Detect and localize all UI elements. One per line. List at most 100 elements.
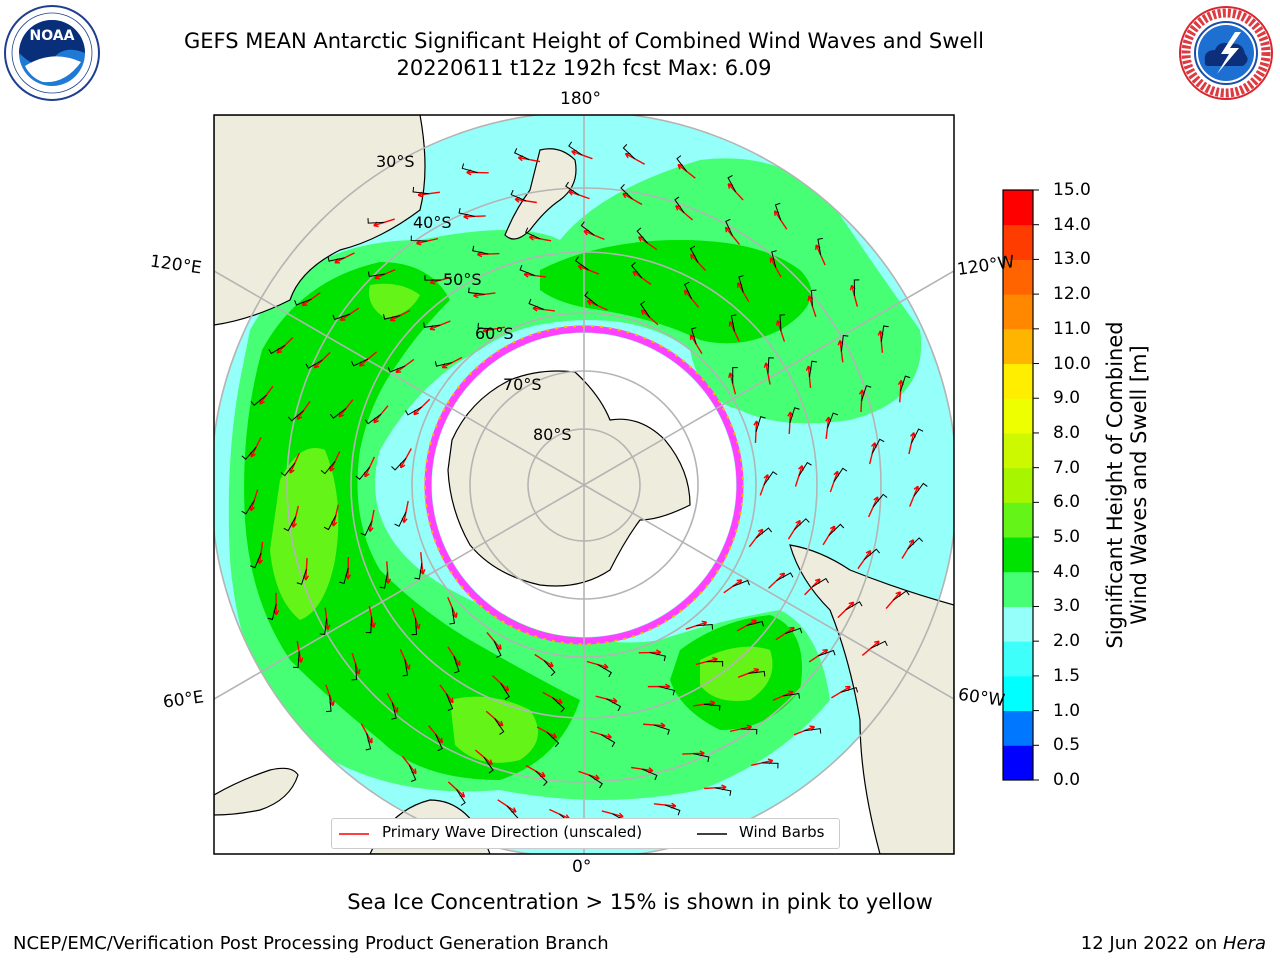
wave-direction-arrow (301, 292, 321, 307)
wind-barb (808, 360, 817, 378)
wave-direction-arrowhead (638, 236, 642, 242)
wave-direction-arrowhead (849, 285, 853, 291)
colorbar-segment (1003, 224, 1033, 260)
wave-direction-arrowhead (297, 416, 303, 420)
wind-barb (693, 753, 710, 763)
map-frame (213, 114, 955, 855)
wind-barb (640, 300, 651, 318)
wind-barb (748, 670, 766, 677)
wind-barb (365, 616, 373, 634)
wind-barb (351, 358, 369, 367)
wind-barb (423, 322, 441, 328)
wind-barb (818, 649, 836, 657)
wind-barb (543, 660, 556, 676)
wind-barb (763, 471, 778, 486)
wave-direction-arrow (571, 150, 593, 160)
wave-direction-arrowhead (848, 601, 854, 605)
wave-direction-arrowhead (440, 737, 444, 743)
wind-barb (424, 275, 441, 281)
colorbar-tick-label: 7.0 (1053, 457, 1081, 478)
wind-barbs-legend-label: Wind Barbs (739, 823, 825, 841)
colorbar-segment (1003, 294, 1033, 330)
wave-direction-arrowhead (403, 518, 408, 524)
wave-direction-arrowhead (429, 328, 436, 331)
colorbar-tick-label: 3.0 (1053, 596, 1081, 617)
wind-barb (434, 361, 453, 367)
wind-barb (472, 245, 489, 255)
wind-barb (597, 664, 612, 678)
wave-direction-arrowhead (787, 411, 792, 417)
wind-barb (804, 728, 822, 734)
colorbar-segment (1003, 398, 1033, 434)
colorbar-segment (1003, 537, 1033, 573)
lat-label-80s: 80°S (533, 425, 572, 444)
wave-direction-arrowhead (300, 657, 304, 663)
wind-barb (620, 184, 633, 200)
wind-barb (779, 314, 785, 332)
wave-direction-arrow (839, 340, 844, 363)
wind-barb (674, 196, 685, 214)
wave-direction-arrowhead (612, 697, 618, 703)
wind-barb (574, 256, 589, 271)
noaa-logo: NOAA (4, 5, 100, 101)
wave-direction-arrow (532, 307, 555, 312)
wave-direction-arrowhead (721, 784, 727, 788)
lat-label-40s: 40°S (413, 213, 452, 232)
wind-barb (653, 724, 670, 735)
colorbar-tick-label: 5.0 (1053, 527, 1081, 548)
wave-direction-arrow (625, 153, 646, 165)
colorbar-segment (1003, 745, 1033, 781)
wind-barb (367, 271, 386, 278)
wave-direction-arrow (416, 237, 439, 245)
wave-direction-arrow (595, 695, 618, 703)
wind-barb (880, 325, 889, 342)
footer-date-text: 12 Jun 2022 on (1080, 933, 1223, 954)
colorbar-tick-label: 4.0 (1053, 561, 1081, 582)
wave-direction-arrowhead (373, 622, 376, 628)
wind-barb (776, 572, 794, 582)
colorbar-tick-label: 0.5 (1053, 735, 1081, 756)
wind-barb (326, 695, 332, 713)
colorbar-segment (1003, 328, 1033, 365)
wind-barb (812, 577, 829, 588)
wind-barb (580, 221, 595, 236)
wind-barb (510, 189, 527, 202)
wind-barb (267, 603, 277, 620)
wind-barb (449, 607, 455, 625)
wave-direction-arrowhead (250, 506, 256, 512)
wind-barb (732, 367, 738, 384)
wave-direction-arrowhead (908, 539, 914, 543)
wave-direction-arrowhead (683, 290, 687, 296)
wave-direction-arrowhead (897, 379, 902, 385)
wave-direction-arrowhead (422, 569, 426, 575)
colorbar-segment (1003, 502, 1033, 538)
wave-direction-arrowhead (873, 496, 879, 501)
wave-direction-arrow (542, 691, 563, 704)
wind-barb (732, 579, 750, 587)
colorbar-tick-label: 12.0 (1053, 284, 1091, 305)
wind-barb (405, 406, 423, 416)
wind-barb (565, 181, 580, 196)
wave-direction-arrowhead (728, 372, 731, 378)
colorbar-tick-label: 13.0 (1053, 249, 1091, 270)
wind-barb (892, 590, 910, 601)
wind-barb (689, 245, 699, 263)
sea-ice-caption: Sea Ice Concentration > 15% is shown in … (347, 890, 933, 914)
wave-direction-arrowhead (913, 485, 919, 490)
wave-direction-arrowhead (500, 720, 504, 726)
wave-direction-legend-label: Primary Wave Direction (unscaled) (382, 823, 643, 841)
wave-direction-arrowhead (565, 814, 570, 820)
wave-direction-arrowhead (648, 767, 654, 772)
wave-direction-arrowhead (305, 575, 310, 581)
wave-direction-arrowhead (622, 193, 627, 199)
wave-direction-arrowhead (275, 610, 280, 616)
wave-direction-arrowhead (550, 661, 554, 667)
wave-direction-arrowhead (763, 474, 769, 479)
wind-barb (494, 718, 505, 735)
wave-direction-arrowhead (430, 282, 436, 285)
wave-direction-legend-swatch (339, 833, 369, 835)
wind-barb (280, 462, 296, 477)
wind-barb (379, 572, 389, 589)
wave-direction-arrowhead (414, 768, 417, 774)
